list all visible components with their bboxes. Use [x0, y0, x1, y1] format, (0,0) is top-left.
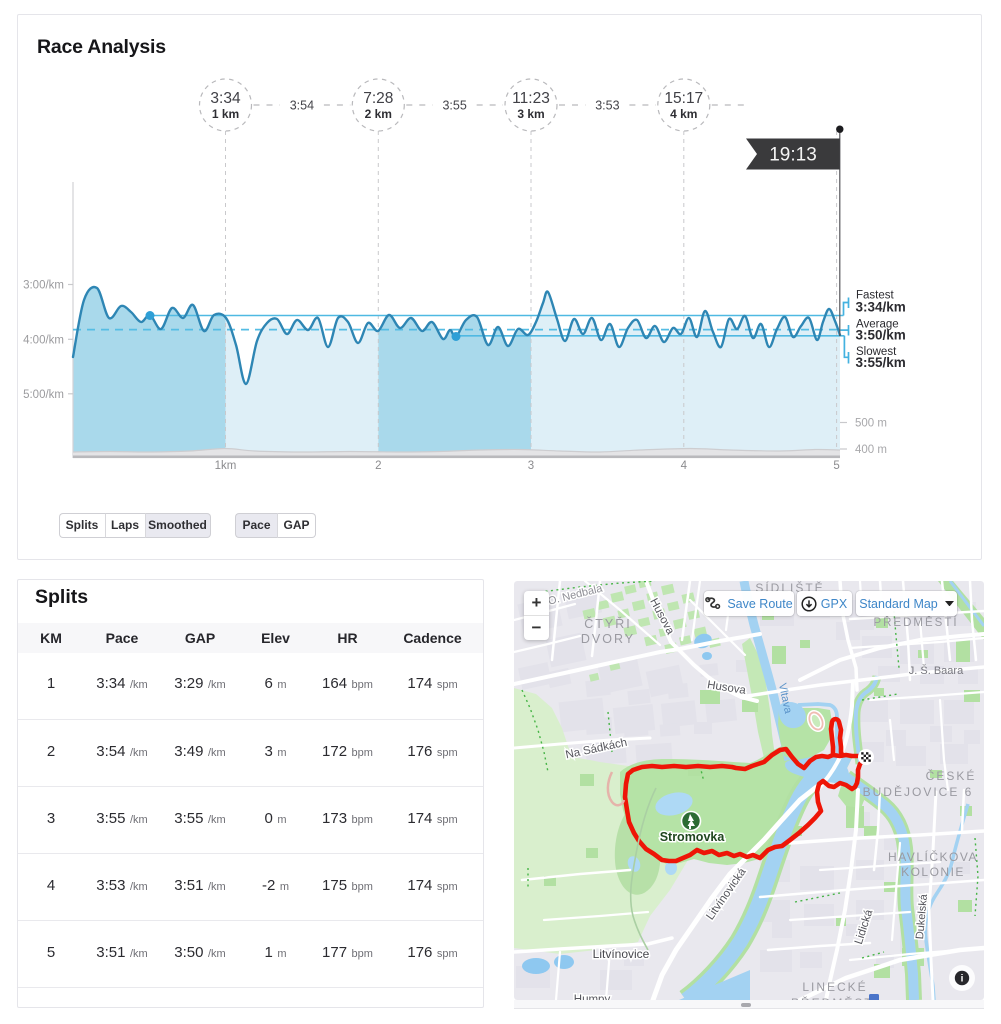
svg-text:HAVLÍČKOVA: HAVLÍČKOVA — [888, 849, 978, 864]
svg-text:3:00/km: 3:00/km — [23, 280, 64, 292]
svg-text:Litvínovice: Litvínovice — [593, 947, 650, 961]
svg-text:400 m: 400 m — [855, 444, 887, 456]
svg-text:3:34: 3:34 — [210, 90, 241, 107]
svg-text:J. Š. Baara: J. Š. Baara — [909, 664, 964, 677]
svg-text:3:55/km: 3:55/km — [856, 355, 906, 370]
svg-text:11:23: 11:23 — [512, 90, 550, 107]
svg-text:BUDĚJOVICE 6: BUDĚJOVICE 6 — [863, 784, 974, 799]
svg-text:Humpy: Humpy — [574, 994, 611, 1000]
svg-text:Litvínovice: Litvínovice — [593, 947, 650, 961]
svg-text:i: i — [961, 974, 964, 985]
svg-text:KOLONIE: KOLONIE — [901, 865, 965, 879]
svg-text:Dukelská: Dukelská — [914, 893, 930, 940]
svg-text:15:17: 15:17 — [664, 90, 703, 107]
svg-text:4:00/km: 4:00/km — [23, 334, 64, 346]
svg-text:PŘEDMĚSTÍ: PŘEDMĚSTÍ — [873, 616, 958, 629]
svg-text:3: 3 — [528, 460, 534, 472]
svg-text:4: 4 — [681, 460, 688, 472]
svg-text:ČTYŘI: ČTYŘI — [584, 616, 632, 631]
svg-text:Average: Average — [856, 319, 899, 331]
svg-text:3:50/km: 3:50/km — [856, 328, 906, 343]
svg-text:3 km: 3 km — [517, 107, 544, 121]
svg-text:5: 5 — [833, 460, 839, 472]
svg-text:2 km: 2 km — [365, 107, 392, 121]
svg-text:2: 2 — [375, 460, 381, 472]
svg-text:PŘEDMĚSTÍ: PŘEDMĚSTÍ — [791, 995, 879, 1000]
svg-text:Dukelská: Dukelská — [914, 893, 930, 940]
svg-text:19:13: 19:13 — [769, 145, 817, 166]
svg-text:Fastest: Fastest — [856, 290, 895, 302]
svg-text:Stromovka: Stromovka — [660, 830, 726, 844]
svg-text:1 km: 1 km — [212, 107, 239, 121]
svg-text:7:28: 7:28 — [363, 90, 393, 107]
svg-text:1km: 1km — [215, 460, 237, 472]
svg-text:3:34/km: 3:34/km — [856, 300, 906, 315]
svg-text:500 m: 500 m — [855, 418, 887, 430]
svg-text:ČESKÉ: ČESKÉ — [926, 768, 977, 783]
svg-text:DVORY: DVORY — [581, 632, 635, 646]
svg-text:Slowest: Slowest — [856, 346, 897, 358]
svg-text:Stromovka: Stromovka — [660, 830, 726, 844]
svg-text:Humpy: Humpy — [574, 994, 611, 1000]
svg-text:3:54: 3:54 — [290, 99, 314, 113]
svg-text:4 km: 4 km — [670, 107, 697, 121]
svg-text:5:00/km: 5:00/km — [23, 389, 64, 401]
svg-text:LINECKÉ: LINECKÉ — [802, 979, 867, 994]
svg-text:3:53: 3:53 — [595, 99, 619, 113]
svg-text:3:55: 3:55 — [442, 99, 466, 113]
